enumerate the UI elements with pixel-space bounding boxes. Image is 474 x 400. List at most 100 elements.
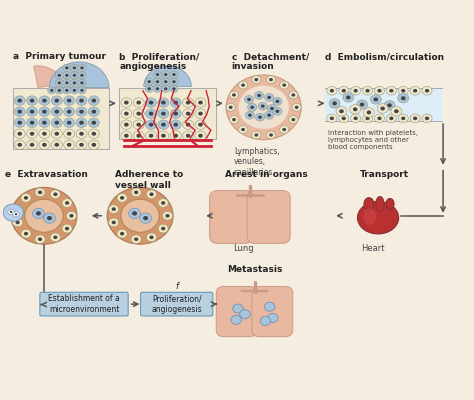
Circle shape [252, 76, 261, 84]
Circle shape [39, 118, 50, 128]
Circle shape [149, 192, 154, 196]
Text: a  Primary tumour: a Primary tumour [13, 52, 106, 61]
Circle shape [121, 98, 132, 107]
Circle shape [329, 99, 340, 108]
Circle shape [170, 109, 181, 118]
Circle shape [238, 86, 289, 129]
Circle shape [42, 121, 47, 125]
Circle shape [30, 99, 35, 102]
Circle shape [30, 121, 35, 125]
Circle shape [158, 98, 169, 107]
Circle shape [401, 116, 405, 120]
Circle shape [172, 80, 176, 83]
Circle shape [76, 129, 87, 138]
Circle shape [38, 237, 42, 241]
Text: b  Proliferation/
angiogenesis: b Proliferation/ angiogenesis [119, 52, 200, 72]
Circle shape [73, 74, 76, 77]
Circle shape [33, 208, 45, 218]
Text: Lymphatics,
venules,
capillaries: Lymphatics, venules, capillaries [234, 147, 280, 176]
FancyBboxPatch shape [13, 88, 109, 149]
FancyBboxPatch shape [210, 190, 253, 243]
Circle shape [365, 116, 370, 120]
Text: c  Detachment/
invasion: c Detachment/ invasion [232, 52, 309, 72]
Circle shape [425, 89, 429, 92]
Circle shape [36, 211, 41, 216]
Circle shape [398, 114, 408, 123]
Circle shape [73, 89, 76, 92]
Circle shape [39, 107, 50, 116]
Circle shape [67, 121, 72, 125]
Circle shape [42, 132, 47, 136]
Circle shape [410, 114, 420, 123]
Circle shape [9, 211, 12, 213]
Circle shape [55, 132, 59, 136]
Circle shape [161, 112, 166, 116]
FancyBboxPatch shape [216, 286, 257, 337]
Circle shape [173, 100, 178, 104]
Circle shape [255, 78, 258, 81]
Circle shape [78, 79, 86, 86]
Circle shape [247, 98, 251, 101]
Circle shape [260, 316, 271, 326]
Circle shape [39, 96, 50, 105]
Circle shape [410, 86, 420, 95]
Circle shape [53, 236, 57, 239]
Circle shape [109, 218, 119, 227]
Circle shape [158, 224, 168, 233]
Circle shape [64, 118, 74, 128]
Circle shape [377, 89, 382, 92]
Text: Lung: Lung [233, 244, 254, 253]
Circle shape [401, 89, 405, 92]
Text: f: f [175, 282, 178, 291]
Circle shape [356, 100, 367, 109]
Circle shape [186, 134, 191, 138]
Circle shape [121, 131, 132, 140]
Circle shape [24, 196, 28, 200]
Circle shape [161, 100, 166, 104]
Circle shape [57, 81, 61, 84]
Circle shape [394, 109, 399, 113]
Circle shape [88, 96, 100, 105]
Circle shape [91, 143, 96, 147]
Circle shape [55, 87, 64, 94]
Circle shape [164, 73, 167, 76]
Circle shape [413, 89, 417, 92]
Circle shape [124, 123, 128, 127]
Circle shape [76, 140, 87, 150]
Circle shape [172, 73, 176, 76]
Circle shape [267, 314, 278, 322]
Circle shape [15, 213, 18, 215]
Circle shape [267, 96, 271, 99]
Circle shape [80, 66, 84, 69]
Circle shape [164, 80, 167, 83]
Circle shape [14, 118, 25, 128]
Circle shape [91, 121, 96, 125]
Circle shape [198, 112, 203, 116]
Circle shape [13, 212, 19, 217]
Text: e  Extravasation: e Extravasation [5, 170, 88, 180]
Circle shape [232, 118, 236, 121]
Circle shape [292, 118, 295, 121]
Circle shape [229, 106, 233, 109]
Circle shape [146, 98, 156, 107]
Circle shape [327, 114, 337, 123]
Circle shape [21, 194, 31, 202]
Circle shape [55, 72, 64, 79]
Circle shape [78, 64, 86, 72]
Circle shape [366, 110, 371, 114]
Circle shape [146, 120, 156, 129]
Circle shape [241, 128, 245, 131]
Circle shape [354, 89, 358, 92]
Circle shape [13, 205, 23, 214]
Circle shape [149, 123, 154, 127]
Circle shape [250, 106, 254, 109]
Circle shape [327, 86, 337, 95]
Circle shape [398, 86, 408, 95]
Circle shape [88, 129, 100, 138]
Circle shape [67, 110, 72, 114]
Circle shape [79, 121, 84, 125]
Circle shape [111, 221, 116, 224]
Circle shape [143, 216, 148, 220]
Circle shape [182, 98, 194, 107]
Circle shape [55, 121, 59, 125]
